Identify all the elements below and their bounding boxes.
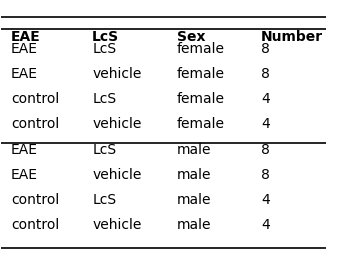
Text: control: control xyxy=(11,92,59,106)
Text: male: male xyxy=(177,192,211,206)
Text: Number: Number xyxy=(261,30,323,44)
Text: LcS: LcS xyxy=(92,192,116,206)
Text: male: male xyxy=(177,142,211,156)
Text: LcS: LcS xyxy=(92,142,116,156)
Text: control: control xyxy=(11,217,59,231)
Text: female: female xyxy=(177,42,224,56)
Text: 4: 4 xyxy=(261,117,270,131)
Text: EAE: EAE xyxy=(11,142,38,156)
Text: 8: 8 xyxy=(261,142,270,156)
Text: female: female xyxy=(177,92,224,106)
Text: 4: 4 xyxy=(261,92,270,106)
Text: Sex: Sex xyxy=(177,30,205,44)
Text: 8: 8 xyxy=(261,167,270,181)
Text: control: control xyxy=(11,192,59,206)
Text: LcS: LcS xyxy=(92,30,119,44)
Text: male: male xyxy=(177,217,211,231)
Text: vehicle: vehicle xyxy=(92,67,142,81)
Text: 8: 8 xyxy=(261,42,270,56)
Text: LcS: LcS xyxy=(92,42,116,56)
Text: LcS: LcS xyxy=(92,92,116,106)
Text: EAE: EAE xyxy=(11,67,38,81)
Text: female: female xyxy=(177,117,224,131)
Text: EAE: EAE xyxy=(11,42,38,56)
Text: control: control xyxy=(11,117,59,131)
Text: female: female xyxy=(177,67,224,81)
Text: vehicle: vehicle xyxy=(92,217,142,231)
Text: EAE: EAE xyxy=(11,167,38,181)
Text: 4: 4 xyxy=(261,192,270,206)
Text: vehicle: vehicle xyxy=(92,117,142,131)
Text: vehicle: vehicle xyxy=(92,167,142,181)
Text: 4: 4 xyxy=(261,217,270,231)
Text: 8: 8 xyxy=(261,67,270,81)
Text: male: male xyxy=(177,167,211,181)
Text: EAE: EAE xyxy=(11,30,41,44)
